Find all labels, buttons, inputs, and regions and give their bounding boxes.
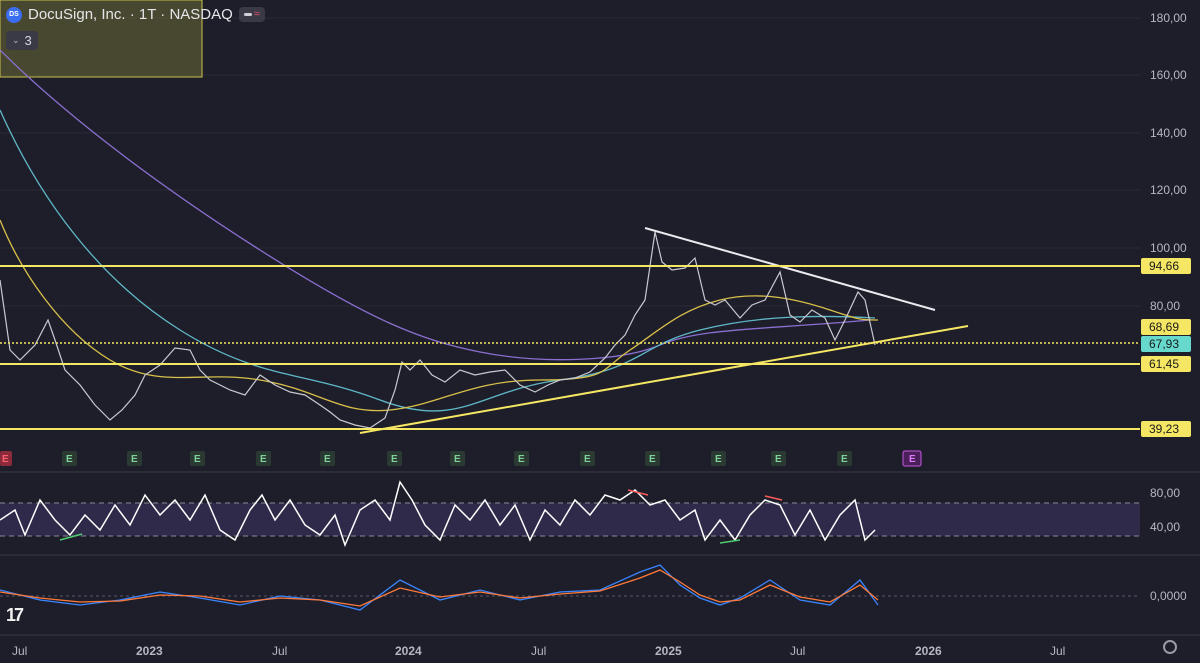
- price-tick: 180,00: [1150, 11, 1187, 25]
- earnings-marker[interactable]: E: [580, 451, 595, 466]
- earnings-marker[interactable]: E: [450, 451, 465, 466]
- svg-text:E: E: [260, 454, 267, 465]
- earnings-marker-upcoming[interactable]: E: [902, 450, 922, 467]
- earnings-marker[interactable]: E: [0, 451, 12, 466]
- time-label: 2023: [136, 644, 163, 658]
- svg-text:E: E: [775, 454, 782, 465]
- price-tick: 100,00: [1150, 241, 1187, 255]
- symbol-logo: DS: [6, 6, 22, 23]
- earnings-marker[interactable]: E: [711, 451, 726, 466]
- indicator-toggle[interactable]: ⌄ 3: [6, 31, 38, 50]
- grid: [0, 17, 1200, 636]
- svg-text:E: E: [909, 454, 916, 465]
- macd-tick: 0,0000: [1150, 589, 1187, 603]
- macd-line: [0, 564, 879, 611]
- time-label: Jul: [272, 644, 287, 658]
- price-axis[interactable]: 180,00 160,00 140,00 120,00 100,00 80,00: [1150, 11, 1187, 313]
- ma-slow-line: [0, 49, 871, 361]
- rsi-tick: 80,00: [1150, 486, 1180, 500]
- earnings-marker[interactable]: E: [771, 451, 786, 466]
- tag-68-label: 68,69: [1149, 320, 1179, 334]
- chart-header: DS DocuSign, Inc. · 1T · NASDAQ ≈: [6, 6, 265, 23]
- svg-text:E: E: [324, 454, 331, 465]
- svg-text:E: E: [131, 454, 138, 465]
- svg-text:E: E: [391, 454, 398, 465]
- earnings-marker[interactable]: E: [62, 451, 77, 466]
- chevron-down-icon: ⌄: [12, 35, 20, 45]
- time-label: Jul: [790, 644, 805, 658]
- tag-94-label: 94,66: [1149, 259, 1179, 273]
- tag-67-bg: [1141, 336, 1191, 352]
- tag-67-label: 67,93: [1149, 337, 1179, 351]
- ma-fast-line: [0, 219, 879, 412]
- time-label: 2025: [655, 644, 682, 658]
- tradingview-logo[interactable]: 17: [6, 605, 24, 625]
- tag-61-label: 61,45: [1149, 357, 1179, 371]
- svg-text:E: E: [841, 454, 848, 465]
- rsi-tick: 40,00: [1150, 520, 1180, 534]
- time-axis[interactable]: Jul 2023 Jul 2024 Jul 2025 Jul 2026 Jul: [12, 644, 1065, 658]
- svg-text:E: E: [66, 454, 73, 465]
- minus-icon: [243, 13, 252, 16]
- ma-mid-line: [0, 109, 876, 412]
- earnings-marker[interactable]: E: [514, 451, 529, 466]
- rsi-axis: 80,00 40,00: [1150, 486, 1180, 534]
- earnings-marker[interactable]: E: [127, 451, 142, 466]
- price-tick: 80,00: [1150, 299, 1180, 313]
- tag-94-bg: [1141, 258, 1191, 274]
- rsi-divergence-red-1: [627, 489, 649, 496]
- svg-text:E: E: [584, 454, 591, 465]
- status-pill[interactable]: ≈: [238, 7, 265, 22]
- rsi-divergence-red-2: [764, 495, 783, 501]
- symbol-title[interactable]: DocuSign, Inc. · 1T · NASDAQ: [28, 6, 233, 23]
- gear-icon[interactable]: [1163, 640, 1177, 654]
- svg-text:E: E: [2, 454, 9, 465]
- tag-39-bg: [1141, 421, 1191, 437]
- earnings-markers[interactable]: E E E E E E E E E E E E E E E: [0, 450, 922, 467]
- lower-trendline: [359, 325, 969, 434]
- signal-line: [0, 569, 879, 607]
- earnings-marker[interactable]: E: [837, 451, 852, 466]
- time-label: 2026: [915, 644, 942, 658]
- svg-text:E: E: [649, 454, 656, 465]
- earnings-marker[interactable]: E: [387, 451, 402, 466]
- upper-trendline: [644, 227, 936, 311]
- price-tick: 140,00: [1150, 126, 1187, 140]
- time-label: Jul: [1050, 644, 1065, 658]
- macd-axis: 0,0000: [1150, 589, 1187, 603]
- indicator-count: 3: [24, 33, 32, 48]
- svg-text:E: E: [194, 454, 201, 465]
- price-tick: 120,00: [1150, 183, 1187, 197]
- earnings-marker[interactable]: E: [256, 451, 271, 466]
- time-label: Jul: [12, 644, 27, 658]
- rsi-line: [0, 480, 876, 548]
- rsi-divergence-green-2: [719, 539, 741, 544]
- price-tick: 160,00: [1150, 68, 1187, 82]
- svg-text:E: E: [454, 454, 461, 465]
- tag-68-bg: [1141, 319, 1191, 335]
- tag-61-bg: [1141, 356, 1191, 372]
- time-label: 2024: [395, 644, 422, 658]
- rsi-divergence-green-1: [59, 533, 83, 541]
- svg-text:E: E: [715, 454, 722, 465]
- price-tags: 94,66 68,69 67,93 61,45 39,23: [1141, 258, 1191, 437]
- earnings-marker[interactable]: E: [645, 451, 660, 466]
- wave-icon: ≈: [253, 8, 260, 20]
- earnings-marker[interactable]: E: [190, 451, 205, 466]
- time-label: Jul: [531, 644, 546, 658]
- tag-39-label: 39,23: [1149, 422, 1179, 436]
- earnings-marker[interactable]: E: [320, 451, 335, 466]
- price-line: [0, 231, 876, 429]
- svg-text:E: E: [518, 454, 525, 465]
